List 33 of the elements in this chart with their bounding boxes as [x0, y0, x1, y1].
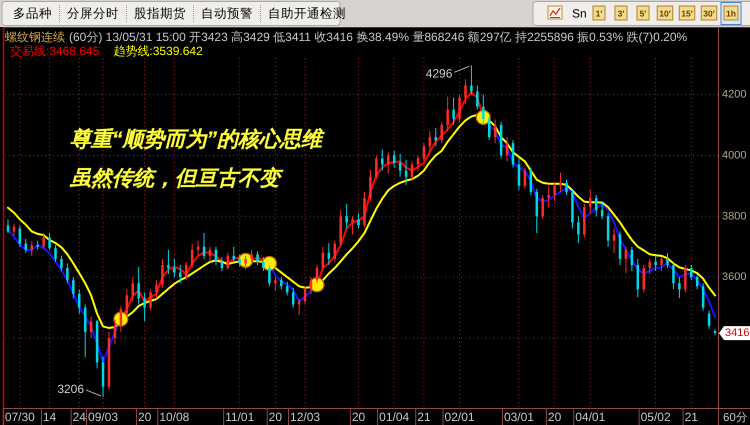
x-tick-label: 12/03	[290, 410, 320, 424]
y-tick-label: 4200	[722, 88, 746, 101]
x-tick-label: 02/01	[444, 410, 475, 424]
text: 交易线:3468.645	[10, 44, 100, 58]
toolbar: 多品种 分屏分时 股指期货 自动预警 自助开通检测 Sn 1′ 3′ 5′ 10′ 15′ 30′ 1h	[0, 0, 750, 27]
annotation: 尊重“顺势而为”的核心思维	[70, 127, 325, 151]
x-tick-label: 20	[138, 410, 152, 424]
x-tick-label: 21	[417, 410, 431, 424]
y-tick-label: 4000	[722, 149, 746, 162]
annotation: 虽然传统，但亘古不变	[69, 166, 284, 190]
x-tick-label: 14	[42, 410, 57, 424]
x-tick-label: 09/03	[88, 410, 118, 424]
annotation: 3206	[57, 382, 84, 396]
x-tick-label: 07/30	[4, 410, 36, 424]
price-tag: 3416	[719, 326, 750, 340]
text: 趋势线:3539.642	[113, 44, 204, 58]
x-tick-label: 20	[548, 410, 562, 424]
x-tick-label: 01/04	[379, 410, 410, 424]
x-tick-label: 03/01	[504, 410, 534, 424]
y-tick-label: 3600	[722, 271, 746, 284]
annotation: 4296	[426, 66, 453, 80]
x-tick-label: 24	[72, 410, 86, 424]
chart-title: 螺纹钢连续	[5, 30, 65, 44]
x-tick-label: 05/02	[640, 410, 671, 424]
x-tick-label: 10/08	[159, 410, 190, 424]
chart-subtitle: (60分) 13/05/31 15:00 开3423 高3429 低3411 收3416 换38.49% 量868246 额297亿 持2255896 振0.53% 跌(7)0.20%	[69, 30, 688, 44]
text: 60分	[723, 411, 748, 424]
y-tick-label: 3800	[722, 210, 746, 222]
x-tick-label: 11/01	[225, 410, 255, 424]
x-tick-label: 20	[352, 410, 366, 424]
x-tick-label: 20	[268, 410, 282, 424]
x-tick-label: 04/01	[575, 410, 606, 424]
x-tick-label: 21	[684, 410, 698, 424]
